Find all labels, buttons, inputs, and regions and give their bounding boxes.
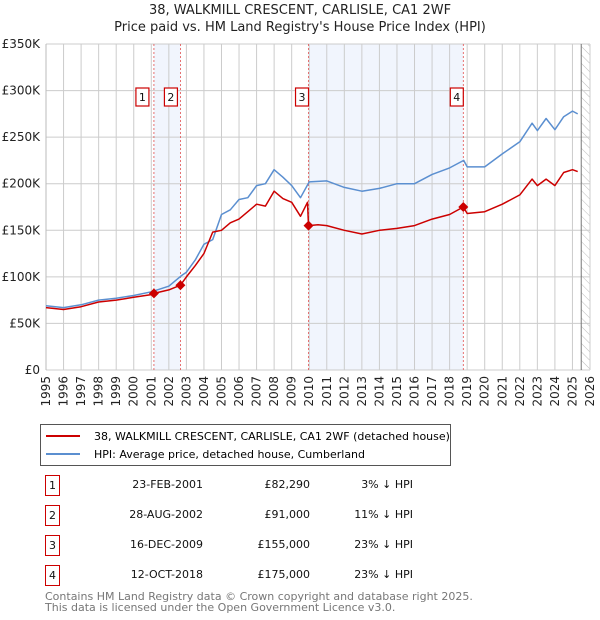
- legend-swatch-red: [46, 435, 80, 437]
- legend-label: 38, WALKMILL CRESCENT, CARLISLE, CA1 2WF…: [94, 429, 450, 443]
- x-tick-label: 2012: [337, 376, 351, 407]
- y-tick-label: £350K: [2, 37, 42, 51]
- sale-hpi-diff: 23% ↓ HPI: [354, 538, 413, 551]
- chart-title: 38, WALKMILL CRESCENT, CARLISLE, CA1 2WF: [148, 3, 452, 18]
- sale-point: [303, 220, 314, 231]
- footer-copyright: Contains HM Land Registry data © Crown c…: [45, 590, 473, 603]
- x-tick-label: 2021: [495, 376, 509, 407]
- sale-row: 3 16-DEC-2009 £155,000 23% ↓ HPI: [45, 535, 445, 557]
- sale-price: £175,000: [257, 568, 311, 581]
- x-tick-label: 2000: [127, 376, 141, 407]
- x-tick-label: 2023: [530, 376, 544, 407]
- x-tick-label: 2001: [144, 376, 158, 407]
- sale-marker-label: 1: [139, 91, 146, 104]
- x-tick-label: 2010: [302, 376, 316, 407]
- x-tick-label: 2002: [162, 376, 176, 407]
- x-tick-label: 2026: [583, 376, 597, 407]
- sale-marker-box: [163, 87, 179, 107]
- x-tick-label: 2017: [425, 376, 439, 407]
- x-tick-label: 2011: [320, 376, 334, 407]
- sale-marker-label: 4: [453, 91, 460, 104]
- legend-item-property: 38, WALKMILL CRESCENT, CARLISLE, CA1 2WF…: [41, 427, 450, 445]
- sale-marker-label: 3: [299, 91, 306, 104]
- x-tick-label: 2013: [355, 376, 369, 407]
- x-tick-label: 1998: [92, 376, 106, 407]
- price-paid-line: [45, 168, 578, 311]
- hpi-line: [45, 110, 579, 309]
- sale-number: 2: [45, 505, 60, 526]
- x-tick-label: 2018: [443, 376, 457, 407]
- x-tick-label: 2014: [372, 376, 386, 407]
- x-tick-label: 2025: [565, 376, 579, 407]
- x-tick-label: 2008: [267, 376, 281, 407]
- x-tick-label: 2019: [460, 376, 474, 407]
- x-tick-label: 2005: [214, 376, 228, 407]
- sale-point: [148, 288, 159, 299]
- sale-row: 1 23-FEB-2001 £82,290 3% ↓ HPI: [45, 475, 445, 497]
- sale-row: 4 12-OCT-2018 £175,000 23% ↓ HPI: [45, 565, 445, 587]
- x-tick-label: 2016: [408, 376, 422, 407]
- x-tick-label: 2015: [390, 376, 404, 407]
- x-tick-label: 2022: [513, 376, 527, 407]
- sale-date: 16-DEC-2009: [129, 538, 203, 551]
- sale-point: [458, 202, 469, 212]
- sale-marker-box: [294, 87, 310, 107]
- shaded-range: [308, 44, 464, 370]
- sale-hpi-diff: 11% ↓ HPI: [354, 508, 413, 521]
- footer-licence: This data is licensed under the Open Gov…: [45, 601, 396, 614]
- sale-hpi-diff: 23% ↓ HPI: [354, 568, 413, 581]
- y-tick-label: £300K: [2, 84, 42, 98]
- legend-item-hpi: HPI: Average price, detached house, Cumb…: [41, 445, 365, 463]
- y-tick-label: £0: [25, 363, 40, 377]
- sale-marker-box: [449, 87, 464, 107]
- x-tick-label: 2007: [250, 376, 264, 407]
- x-tick-label: 2020: [478, 376, 492, 407]
- sale-price: £82,290: [264, 478, 311, 491]
- sale-number: 4: [45, 565, 60, 586]
- x-tick-label: 1997: [74, 376, 88, 407]
- y-tick-label: £50K: [9, 316, 41, 330]
- sale-marker-label: 2: [167, 91, 174, 104]
- sale-point: [175, 280, 186, 291]
- x-tick-label: 1996: [57, 376, 71, 407]
- price-chart: 1995 1996 1997 1998 1999 2000 2001 2002 2003 2004…: [2, 37, 597, 407]
- x-tick-label: 2006: [232, 376, 246, 407]
- sale-hpi-diff: 3% ↓ HPI: [361, 478, 413, 491]
- legend-label: HPI: Average price, detached house, Cumb…: [94, 447, 366, 461]
- sale-number: 3: [45, 535, 60, 556]
- legend: 38, WALKMILL CRESCENT, CARLISLE, CA1 2WF…: [40, 424, 451, 466]
- sale-date: 23-FEB-2001: [132, 478, 203, 491]
- legend-swatch-blue: [46, 453, 80, 455]
- forecast-hatch: [581, 44, 590, 370]
- x-tick-label: 1995: [39, 376, 53, 407]
- sale-row: 2 28-AUG-2002 £91,000 11% ↓ HPI: [45, 505, 445, 527]
- y-tick-label: £200K: [2, 177, 42, 191]
- x-tick-label: 1999: [109, 376, 123, 407]
- x-tick-label: 2004: [197, 376, 211, 407]
- sale-number: 1: [45, 475, 60, 496]
- sale-date: 12-OCT-2018: [130, 568, 203, 581]
- sale-date: 28-AUG-2002: [129, 508, 203, 521]
- chart-subtitle: Price paid vs. HM Land Registry's House …: [114, 20, 486, 35]
- sale-marker-box: [135, 87, 150, 107]
- y-tick-label: £150K: [2, 223, 42, 237]
- x-tick-label: 2024: [548, 376, 562, 407]
- sale-price: £91,000: [264, 508, 311, 521]
- x-tick-label: 2003: [179, 376, 193, 407]
- x-tick-label: 2009: [285, 376, 299, 407]
- y-tick-label: £250K: [2, 130, 42, 144]
- sale-price: £155,000: [257, 538, 311, 551]
- y-tick-label: £100K: [2, 270, 42, 284]
